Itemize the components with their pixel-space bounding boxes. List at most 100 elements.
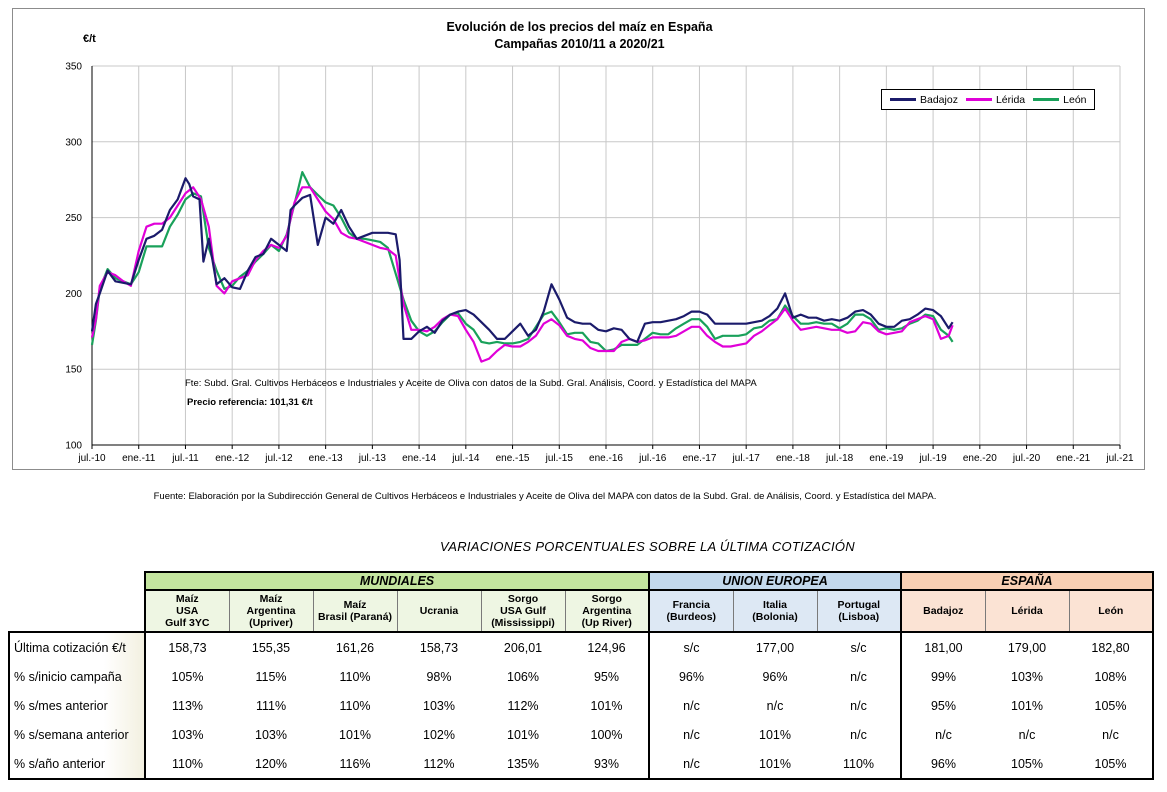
table-row: Última cotización €/t 158,73 155,35 161,26 1… [8, 631, 1154, 662]
row-label: Última cotización €/t [8, 631, 146, 662]
column-header-line: Lérida [1011, 605, 1043, 617]
column-header-4: Sorgo USA Gulf (Mississippi) [480, 589, 566, 633]
table-cell: 98% [426, 669, 452, 684]
table-cell: 101% [590, 698, 623, 713]
table-cell: 158,73 [144, 632, 229, 662]
y-tick-label-200: 200 [65, 289, 82, 300]
column-header-line: (Lisboa) [838, 611, 880, 623]
chart-legend: Badajoz Lérida León [881, 89, 1095, 110]
x-tick-label-6: jul.-13 [358, 453, 387, 464]
column-header-line: Argentina [582, 605, 632, 617]
table-cell: 105% [1069, 749, 1154, 780]
table-cell: 113% [144, 691, 229, 720]
column-header-line: (Burdeos) [666, 611, 717, 623]
series-line-león [90, 171, 954, 353]
row-label: % s/semana anterior [8, 720, 146, 749]
x-tick-label-4: jul.-12 [264, 453, 293, 464]
table-cell: n/c [766, 698, 784, 713]
column-header-11: León [1068, 589, 1154, 633]
y-tick-label-350: 350 [65, 62, 82, 73]
figure-footnote: Fuente: Elaboración por la Subdirección … [153, 491, 937, 502]
x-tick-label-19: ene.-20 [963, 453, 997, 464]
x-tick-label-12: jul.-16 [638, 453, 667, 464]
table-cell: n/c [1018, 727, 1036, 742]
column-header-3: Ucrania [396, 589, 482, 633]
table-cell: 103% [255, 727, 287, 742]
column-header-line: Italia [763, 599, 787, 611]
series-line-badajoz [90, 177, 954, 343]
x-tick-label-13: ene.-17 [682, 453, 716, 464]
legend-item-badajoz: Badajoz [890, 94, 958, 106]
column-header-line: Argentina [246, 605, 296, 617]
table-cell: 101% [733, 749, 817, 780]
table-row: % s/mes anterior 113% 111% 110% 103% 112% 101%… [8, 691, 1154, 720]
column-header-line: (Bolonia) [752, 611, 798, 623]
x-tick-label-11: ene.-16 [589, 453, 623, 464]
legend-label-badajoz: Badajoz [920, 93, 958, 106]
column-header-line: USA [176, 605, 199, 617]
x-tick-label-21: ene.-21 [1056, 453, 1090, 464]
y-tick-label-100: 100 [65, 441, 82, 452]
x-tick-label-2: jul.-11 [171, 453, 199, 464]
table-cell: 105% [144, 662, 229, 691]
table-corner [9, 572, 145, 590]
table-cell: 101% [759, 727, 791, 742]
x-tick-label-10: jul.-15 [545, 453, 574, 464]
column-header-line: (Upriver) [249, 617, 293, 629]
column-header-8: Portugal (Lisboa) [816, 589, 902, 633]
table-cell: 108% [1069, 662, 1154, 691]
chart-subtitle: Campañas 2010/11 a 2020/21 [494, 37, 665, 51]
legend-swatch-lerida [965, 98, 992, 101]
table-cell: 120% [229, 749, 313, 780]
column-header-5: Sorgo Argentina (Up River) [564, 589, 650, 633]
table-cell: 101% [339, 727, 371, 742]
legend-item-leon: León [1033, 93, 1087, 106]
price-variation-table: MUNDIALES UNION EUROPEA ESPAÑA Maíz USA Gu… [8, 571, 1154, 780]
y-tick-label-150: 150 [65, 365, 82, 376]
column-header-line: Maíz [175, 593, 199, 605]
table-cell: n/c [850, 727, 867, 742]
table-cell: 206,01 [503, 640, 543, 655]
column-header-2: Maíz Brasil (Paraná) [312, 589, 398, 633]
column-header-line: USA Gulf [500, 605, 546, 617]
table-cell: n/c [648, 749, 733, 780]
row-label: % s/inicio campaña [8, 662, 146, 691]
table-cell: 96% [648, 662, 733, 691]
table-cell: s/c [850, 640, 867, 655]
table-cell: 103% [423, 698, 455, 713]
table-cell: 110% [339, 698, 371, 713]
chart-frame: 100 150 200 250 300 350 jul.-10 ene.-11 jul.-11 e… [12, 8, 1145, 470]
group-header-union-europea: UNION EUROPEA [648, 571, 902, 591]
table-cell: 93% [565, 749, 649, 780]
table-row: % s/semana anterior 103% 103% 101% 102% 101% 1… [8, 720, 1154, 749]
column-header-line: León [1098, 605, 1124, 617]
table-cell: 110% [817, 749, 901, 780]
table-cell: 100% [590, 727, 623, 742]
column-header-0: Maíz USA Gulf 3YC [144, 589, 230, 633]
table-cell: 95% [900, 691, 985, 720]
column-header-line: Sorgo [507, 593, 539, 605]
x-tick-label-7: ene.-14 [402, 453, 436, 464]
column-header-line: Brasil (Paraná) [317, 611, 393, 623]
x-tick-label-17: ene.-19 [869, 453, 903, 464]
table-cell: 116% [313, 749, 397, 780]
table-cell: n/c [850, 669, 867, 684]
table-cell: 96% [900, 749, 985, 780]
y-tick-label-300: 300 [65, 137, 82, 148]
legend-label-leon: León [1063, 93, 1087, 106]
legend-swatch-badajoz [890, 98, 916, 101]
x-tick-label-8: jul.-14 [451, 453, 480, 464]
column-header-line: Portugal [837, 599, 881, 611]
table-row: % s/inicio campaña 105% 115% 110% 98% 106% 95%… [8, 662, 1154, 691]
table-corner-2 [9, 590, 145, 633]
column-header-line: Maíz [259, 593, 283, 605]
legend-swatch-leon [1033, 98, 1060, 101]
table-cell: 110% [144, 749, 229, 780]
table-cell: 110% [339, 669, 371, 684]
table-title: VARIACIONES PORCENTUALES SOBRE LA ÚLTIMA… [439, 539, 855, 554]
column-header-row: Maíz USA Gulf 3YC Maíz Argentina (Upriver) Maí… [9, 589, 1154, 633]
table-cell: 103% [1011, 669, 1043, 684]
x-tick-label-15: ene.-18 [776, 453, 810, 464]
table-cell: n/c [1069, 720, 1154, 749]
chart-source-annotation: Fte: Subd. Gral. Cultivos Herbáceos e In… [185, 378, 757, 389]
